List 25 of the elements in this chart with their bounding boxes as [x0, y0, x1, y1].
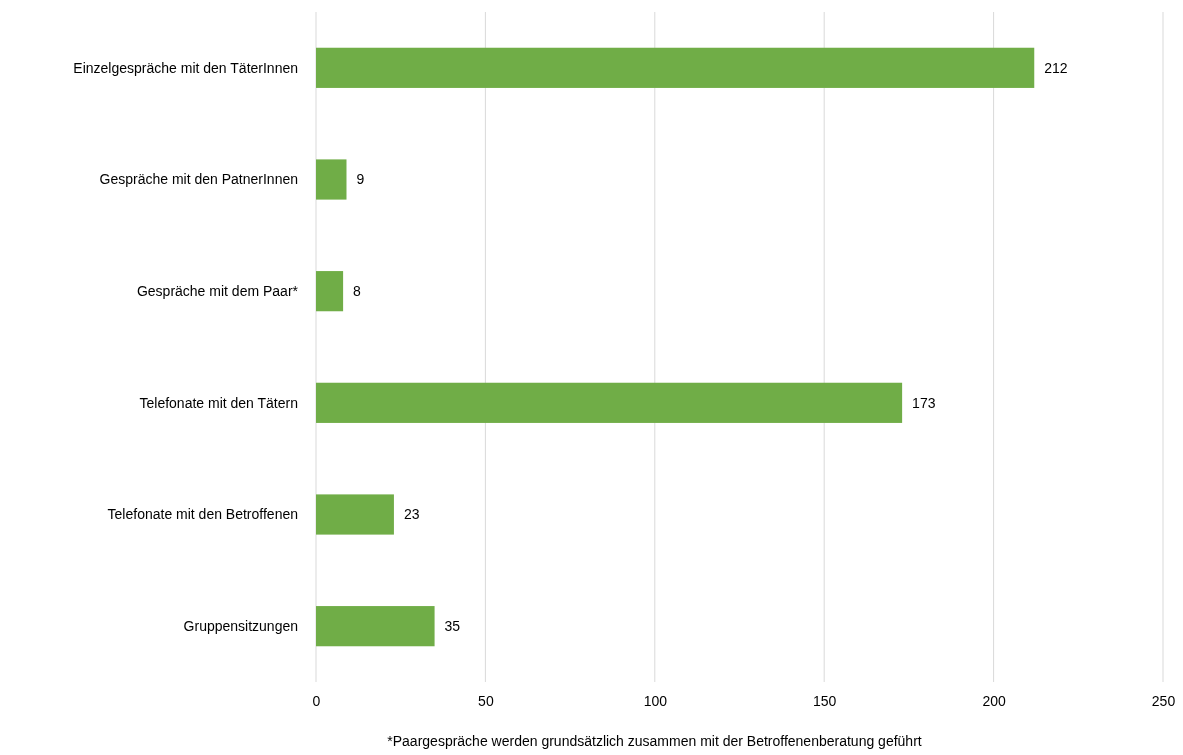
data-label: 173: [912, 394, 936, 411]
data-label: 212: [1044, 59, 1068, 76]
y-tick-label: Einzelgespräche mit den TäterInnen: [73, 59, 298, 76]
bar: [316, 382, 903, 423]
y-tick-label: Gruppensitzungen: [183, 618, 298, 635]
bar: [316, 47, 1035, 88]
x-tick-label: 0: [312, 692, 321, 709]
data-label: 9: [356, 171, 365, 188]
bar: [316, 271, 344, 312]
bar: [316, 494, 394, 535]
y-tick-label: Telefonate mit den Tätern: [139, 394, 298, 411]
data-label: 8: [353, 283, 362, 300]
x-tick-label: 150: [813, 692, 837, 709]
data-label: 35: [444, 618, 461, 635]
x-tick-label: 100: [643, 692, 668, 709]
bar: [316, 159, 347, 200]
bar: [316, 606, 435, 647]
text: *Paargespräche werden grundsätzlich zusammen mit der Betroffenenberatung geführt: [387, 733, 922, 749]
x-tick-label: 200: [982, 692, 1006, 709]
x-tick-label: 250: [1151, 692, 1176, 709]
data-label: 23: [403, 506, 420, 523]
y-tick-label: Gespräche mit dem Paar*: [136, 283, 299, 300]
x-tick-label: 50: [478, 692, 494, 709]
y-tick-label: Telefonate mit den Betroffenen: [107, 506, 298, 523]
y-tick-label: Gespräche mit den PatnerInnen: [99, 171, 298, 188]
